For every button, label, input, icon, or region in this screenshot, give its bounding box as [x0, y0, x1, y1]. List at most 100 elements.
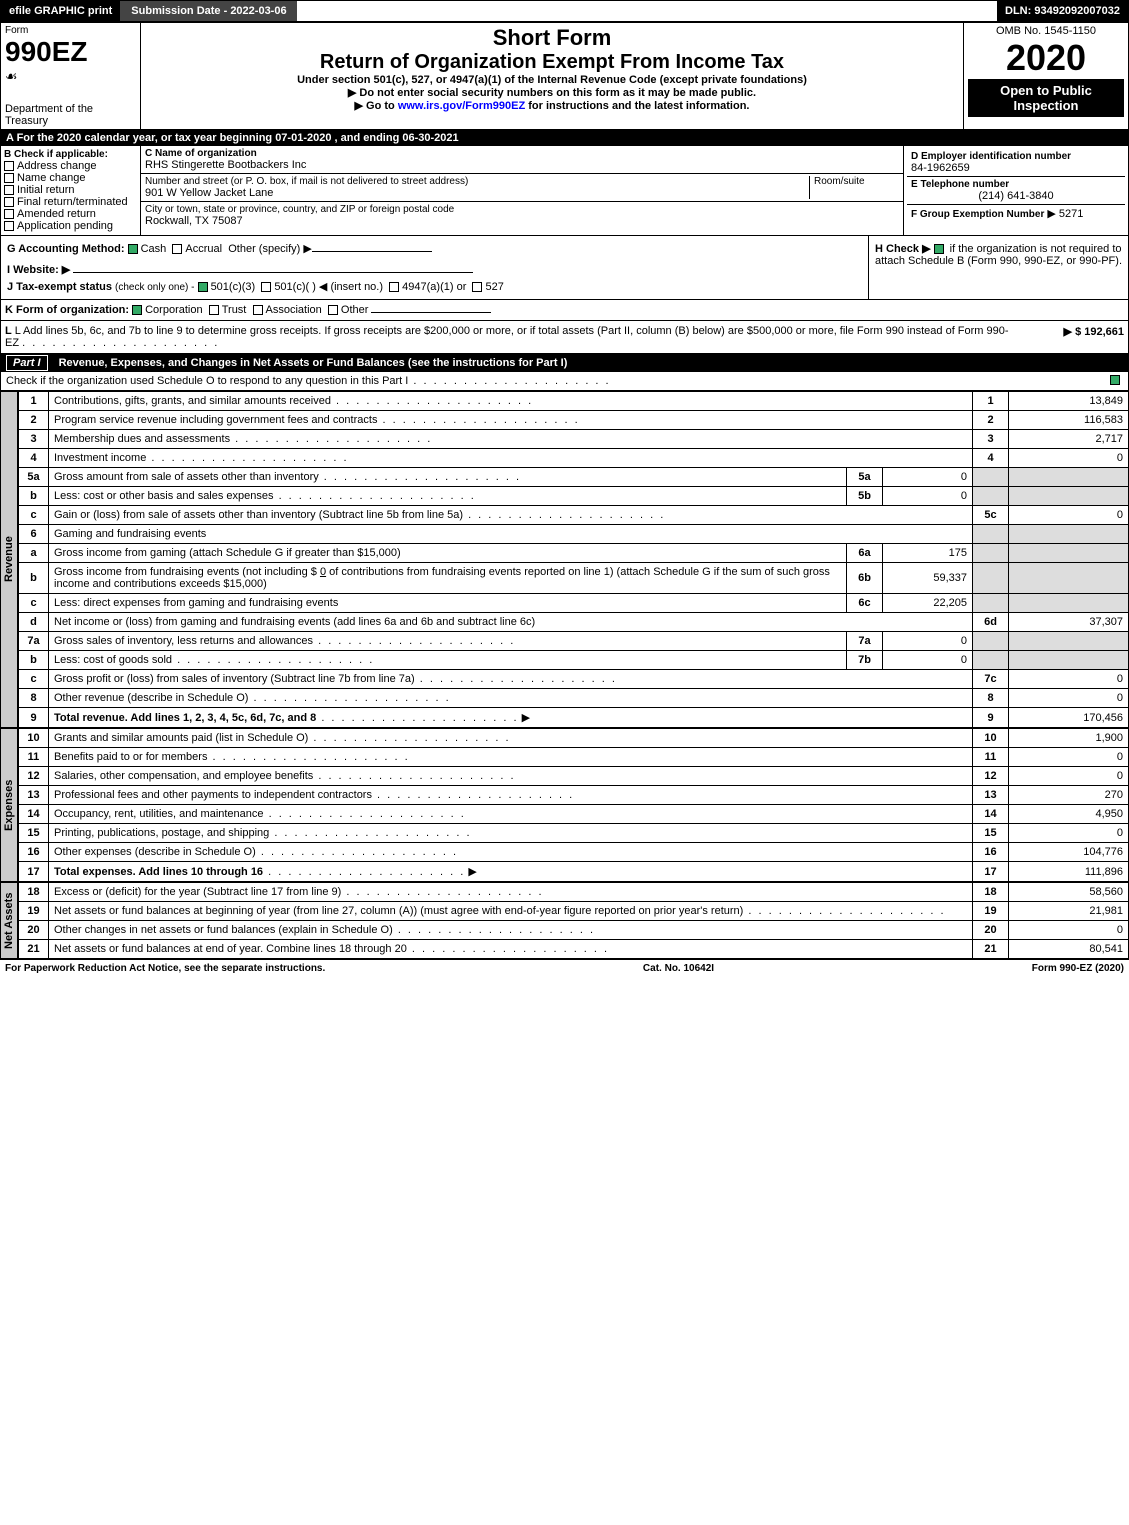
website-input[interactable] [73, 272, 473, 273]
shade-5b [973, 487, 1009, 506]
ln-18-text: Excess or (deficit) for the year (Subtra… [54, 886, 341, 898]
ln-6d-r: 6d [973, 613, 1009, 632]
check-corp[interactable] [132, 305, 142, 315]
ln-19-text: Net assets or fund balances at beginning… [54, 905, 743, 917]
opt-initial: Initial return [17, 184, 74, 196]
room-suite-label: Room/suite [814, 176, 899, 187]
ln-10: 10 [19, 729, 49, 748]
ln-17-r: 17 [973, 862, 1009, 882]
check-assoc[interactable] [253, 305, 263, 315]
vtab-revenue: Revenue [0, 391, 18, 728]
ln-20: 20 [19, 921, 49, 940]
footer-right: Form 990-EZ (2020) [1032, 963, 1124, 974]
check-address-change[interactable] [4, 161, 14, 171]
ln-9-v: 170,456 [1009, 708, 1129, 728]
ln-20-text: Other changes in net assets or fund bala… [54, 924, 393, 936]
ln-14-r: 14 [973, 805, 1009, 824]
open-to-public: Open to Public Inspection [968, 79, 1124, 117]
check-amended[interactable] [4, 209, 14, 219]
ln-5c-r: 5c [973, 506, 1009, 525]
ln-7b: b [19, 651, 49, 670]
ln-7b-text: Less: cost of goods sold [54, 654, 172, 666]
check-accrual[interactable] [172, 244, 182, 254]
h-label: H Check ▶ [875, 243, 931, 255]
ln-13-v: 270 [1009, 786, 1129, 805]
ln-7a-bl: 7a [847, 632, 883, 651]
check-cash[interactable] [128, 244, 138, 254]
ln-6c-text: Less: direct expenses from gaming and fu… [54, 597, 338, 609]
check-4947[interactable] [389, 282, 399, 292]
ln-6c-bv: 22,205 [883, 594, 973, 613]
ln-8-r: 8 [973, 689, 1009, 708]
opt-final: Final return/terminated [17, 196, 128, 208]
vtab-net-assets: Net Assets [0, 882, 18, 959]
submission-date: Submission Date - 2022-03-06 [121, 1, 296, 21]
opt-amended: Amended return [17, 208, 96, 220]
ln-21: 21 [19, 940, 49, 959]
check-schedule-o[interactable] [1110, 375, 1120, 385]
ln-8-text: Other revenue (describe in Schedule O) [54, 692, 248, 704]
check-name-change[interactable] [4, 173, 14, 183]
check-initial-return[interactable] [4, 185, 14, 195]
ln-4: 4 [19, 449, 49, 468]
check-h[interactable] [934, 244, 944, 254]
check-trust[interactable] [209, 305, 219, 315]
ln-2: 2 [19, 411, 49, 430]
j-4947: 4947(a)(1) or [402, 281, 466, 293]
j-label: J Tax-exempt status [7, 281, 112, 293]
ln-2-text: Program service revenue including govern… [54, 414, 377, 426]
ln-7b-bl: 7b [847, 651, 883, 670]
subtitle: Under section 501(c), 527, or 4947(a)(1)… [145, 74, 959, 86]
ln-9-r: 9 [973, 708, 1009, 728]
check-501c3[interactable] [198, 282, 208, 292]
j-sub: (check only one) - [115, 282, 194, 293]
ln-2-r: 2 [973, 411, 1009, 430]
shade-6-v [1009, 525, 1129, 544]
top-bar: efile GRAPHIC print Submission Date - 20… [0, 0, 1129, 22]
footer-mid: Cat. No. 10642I [643, 963, 714, 974]
ln-20-v: 0 [1009, 921, 1129, 940]
j-527: 527 [485, 281, 503, 293]
ln-7c-r: 7c [973, 670, 1009, 689]
dln: DLN: 93492092007032 [997, 1, 1128, 21]
ln-18: 18 [19, 883, 49, 902]
org-name: RHS Stingerette Bootbackers Inc [145, 159, 899, 171]
footer-left: For Paperwork Reduction Act Notice, see … [5, 963, 325, 974]
section-def: D Employer identification number 84-1962… [903, 146, 1128, 235]
g-other-input[interactable] [312, 251, 432, 252]
ln-18-v: 58,560 [1009, 883, 1129, 902]
ln-7a-bv: 0 [883, 632, 973, 651]
ln-11: 11 [19, 748, 49, 767]
ln-8: 8 [19, 689, 49, 708]
expenses-table: 10Grants and similar amounts paid (list … [18, 728, 1129, 882]
j-501c3: 501(c)(3) [211, 281, 256, 293]
ln-6b: b [19, 563, 49, 594]
part-1-title: Revenue, Expenses, and Changes in Net As… [59, 357, 568, 369]
check-527[interactable] [472, 282, 482, 292]
org-street: 901 W Yellow Jacket Lane [145, 187, 809, 199]
ln-14-text: Occupancy, rent, utilities, and maintena… [54, 808, 264, 820]
shade-7b [973, 651, 1009, 670]
ln-14: 14 [19, 805, 49, 824]
c-city-label: City or town, state or province, country… [145, 204, 899, 215]
ln-1: 1 [19, 392, 49, 411]
ln-10-v: 1,900 [1009, 729, 1129, 748]
check-pending[interactable] [4, 221, 14, 231]
efile-print-button[interactable]: efile GRAPHIC print [1, 1, 121, 21]
ln-6b-text1: Gross income from fundraising events (no… [54, 566, 317, 578]
check-501c[interactable] [261, 282, 271, 292]
check-other[interactable] [328, 305, 338, 315]
ln-2-v: 116,583 [1009, 411, 1129, 430]
k-other-input[interactable] [371, 312, 491, 313]
ln-5b: b [19, 487, 49, 506]
ln-5a-bv: 0 [883, 468, 973, 487]
ln-11-text: Benefits paid to or for members [54, 751, 207, 763]
net-assets-table: 18 Excess or (deficit) for the year (Subt… [18, 882, 1129, 959]
irs-link[interactable]: www.irs.gov/Form990EZ [398, 100, 525, 112]
ln-4-text: Investment income [54, 452, 146, 464]
check-final-return[interactable] [4, 197, 14, 207]
ln-3-v: 2,717 [1009, 430, 1129, 449]
goto-link[interactable]: Go to www.irs.gov/Form990EZ for instruct… [145, 99, 959, 112]
ln-11-r: 11 [973, 748, 1009, 767]
ln-21-r: 21 [973, 940, 1009, 959]
